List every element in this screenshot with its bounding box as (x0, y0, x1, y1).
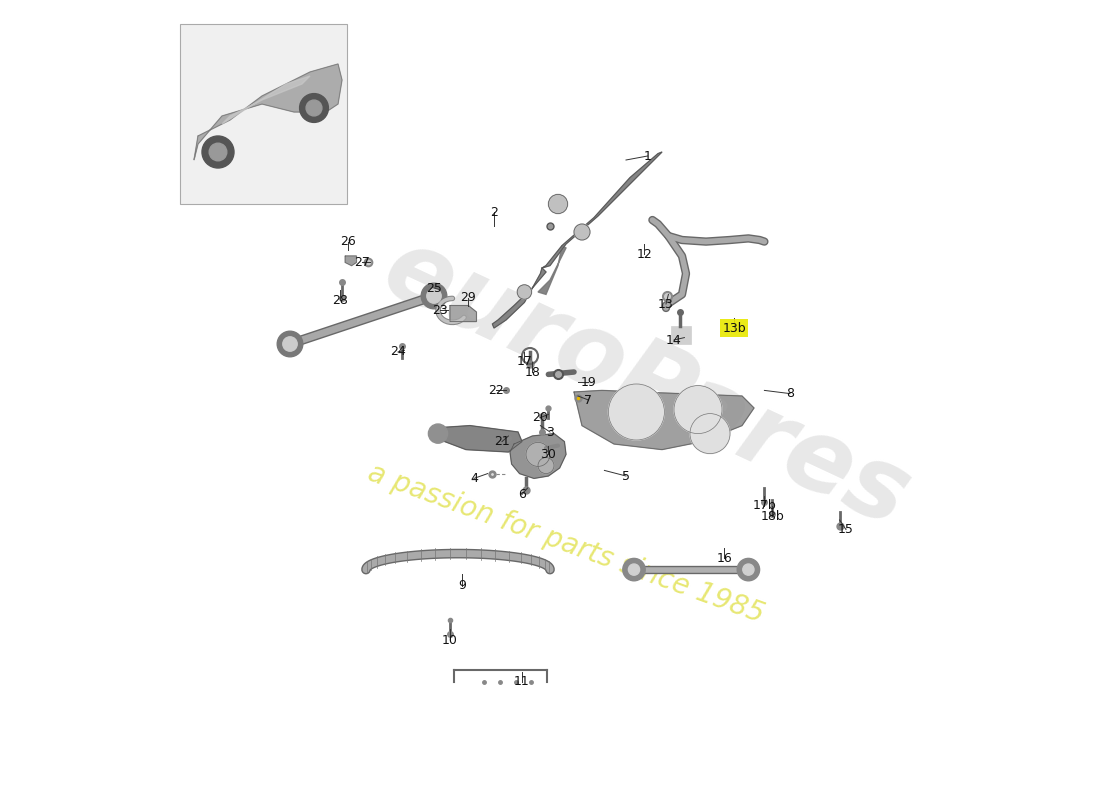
Text: 29: 29 (461, 291, 476, 304)
Text: 13b: 13b (723, 322, 746, 334)
Text: 7: 7 (584, 394, 593, 406)
Text: 8: 8 (786, 387, 794, 400)
Circle shape (428, 424, 448, 443)
Polygon shape (434, 426, 522, 452)
Text: a passion for parts since 1985: a passion for parts since 1985 (364, 459, 768, 629)
Circle shape (549, 194, 568, 214)
Circle shape (421, 283, 447, 309)
Text: 19: 19 (581, 376, 596, 389)
Text: 9: 9 (458, 579, 466, 592)
Circle shape (628, 564, 639, 575)
Text: 3: 3 (546, 426, 554, 438)
Text: 22: 22 (487, 384, 504, 397)
Text: 18b: 18b (760, 510, 784, 522)
Text: 26: 26 (341, 235, 356, 248)
Text: 10: 10 (442, 634, 458, 646)
Polygon shape (510, 434, 566, 478)
FancyBboxPatch shape (180, 24, 346, 204)
Polygon shape (345, 256, 356, 266)
Text: 2: 2 (491, 206, 498, 218)
Polygon shape (542, 152, 662, 268)
Circle shape (608, 384, 664, 440)
Polygon shape (450, 306, 476, 322)
Circle shape (538, 458, 554, 474)
Circle shape (299, 94, 329, 122)
Circle shape (427, 289, 441, 303)
Circle shape (277, 331, 302, 357)
Circle shape (574, 224, 590, 240)
Text: 28: 28 (332, 294, 349, 306)
Text: 12: 12 (637, 248, 652, 261)
Text: 13: 13 (658, 298, 674, 310)
Circle shape (674, 386, 722, 434)
Circle shape (209, 143, 227, 161)
Text: 23: 23 (431, 304, 448, 317)
Polygon shape (493, 268, 546, 328)
Polygon shape (222, 76, 310, 124)
Polygon shape (538, 246, 566, 294)
Circle shape (742, 564, 754, 575)
Text: 6: 6 (518, 488, 526, 501)
Text: 4: 4 (470, 472, 477, 485)
Text: 21: 21 (494, 435, 510, 448)
Text: 17: 17 (517, 355, 532, 368)
Text: 27: 27 (354, 256, 370, 269)
Text: 20: 20 (532, 411, 548, 424)
Circle shape (526, 442, 550, 466)
Text: 15: 15 (838, 523, 854, 536)
Circle shape (306, 100, 322, 116)
Text: 24: 24 (390, 346, 406, 358)
Polygon shape (194, 64, 342, 160)
Text: 18: 18 (525, 366, 540, 378)
Circle shape (283, 337, 297, 351)
Text: euroPares: euroPares (367, 220, 924, 548)
Text: 11: 11 (514, 675, 530, 688)
Text: 30: 30 (540, 448, 557, 461)
Circle shape (690, 414, 730, 454)
Circle shape (623, 558, 646, 581)
Text: 1: 1 (644, 150, 651, 162)
Circle shape (737, 558, 760, 581)
Text: 17b: 17b (752, 499, 777, 512)
Text: 16: 16 (716, 552, 733, 565)
Circle shape (202, 136, 234, 168)
Text: 25: 25 (426, 282, 442, 294)
Polygon shape (574, 390, 754, 450)
Bar (671, 326, 691, 344)
Text: 14: 14 (667, 334, 682, 346)
Circle shape (517, 285, 531, 299)
Text: 5: 5 (621, 470, 630, 482)
